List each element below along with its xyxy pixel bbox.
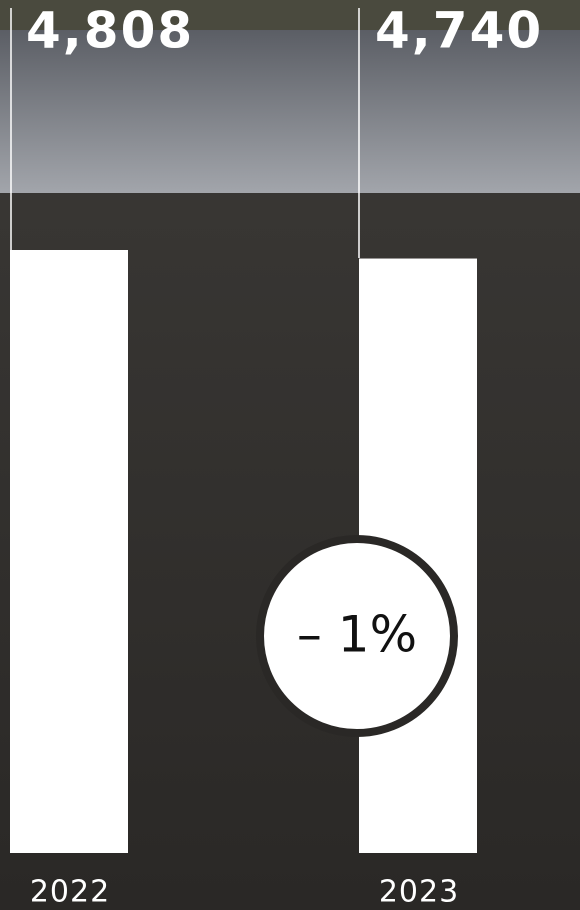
bar	[10, 250, 128, 853]
x-tick-label: 2023	[379, 875, 459, 910]
background-wall	[0, 28, 580, 193]
background-grass	[0, 0, 580, 30]
change-badge	[256, 535, 458, 737]
bars	[10, 250, 477, 853]
change-label: – 1%	[297, 606, 417, 664]
value-label: 4,740	[375, 2, 543, 60]
x-tick-label: 2022	[30, 875, 110, 910]
value-label: 4,808	[26, 2, 194, 60]
